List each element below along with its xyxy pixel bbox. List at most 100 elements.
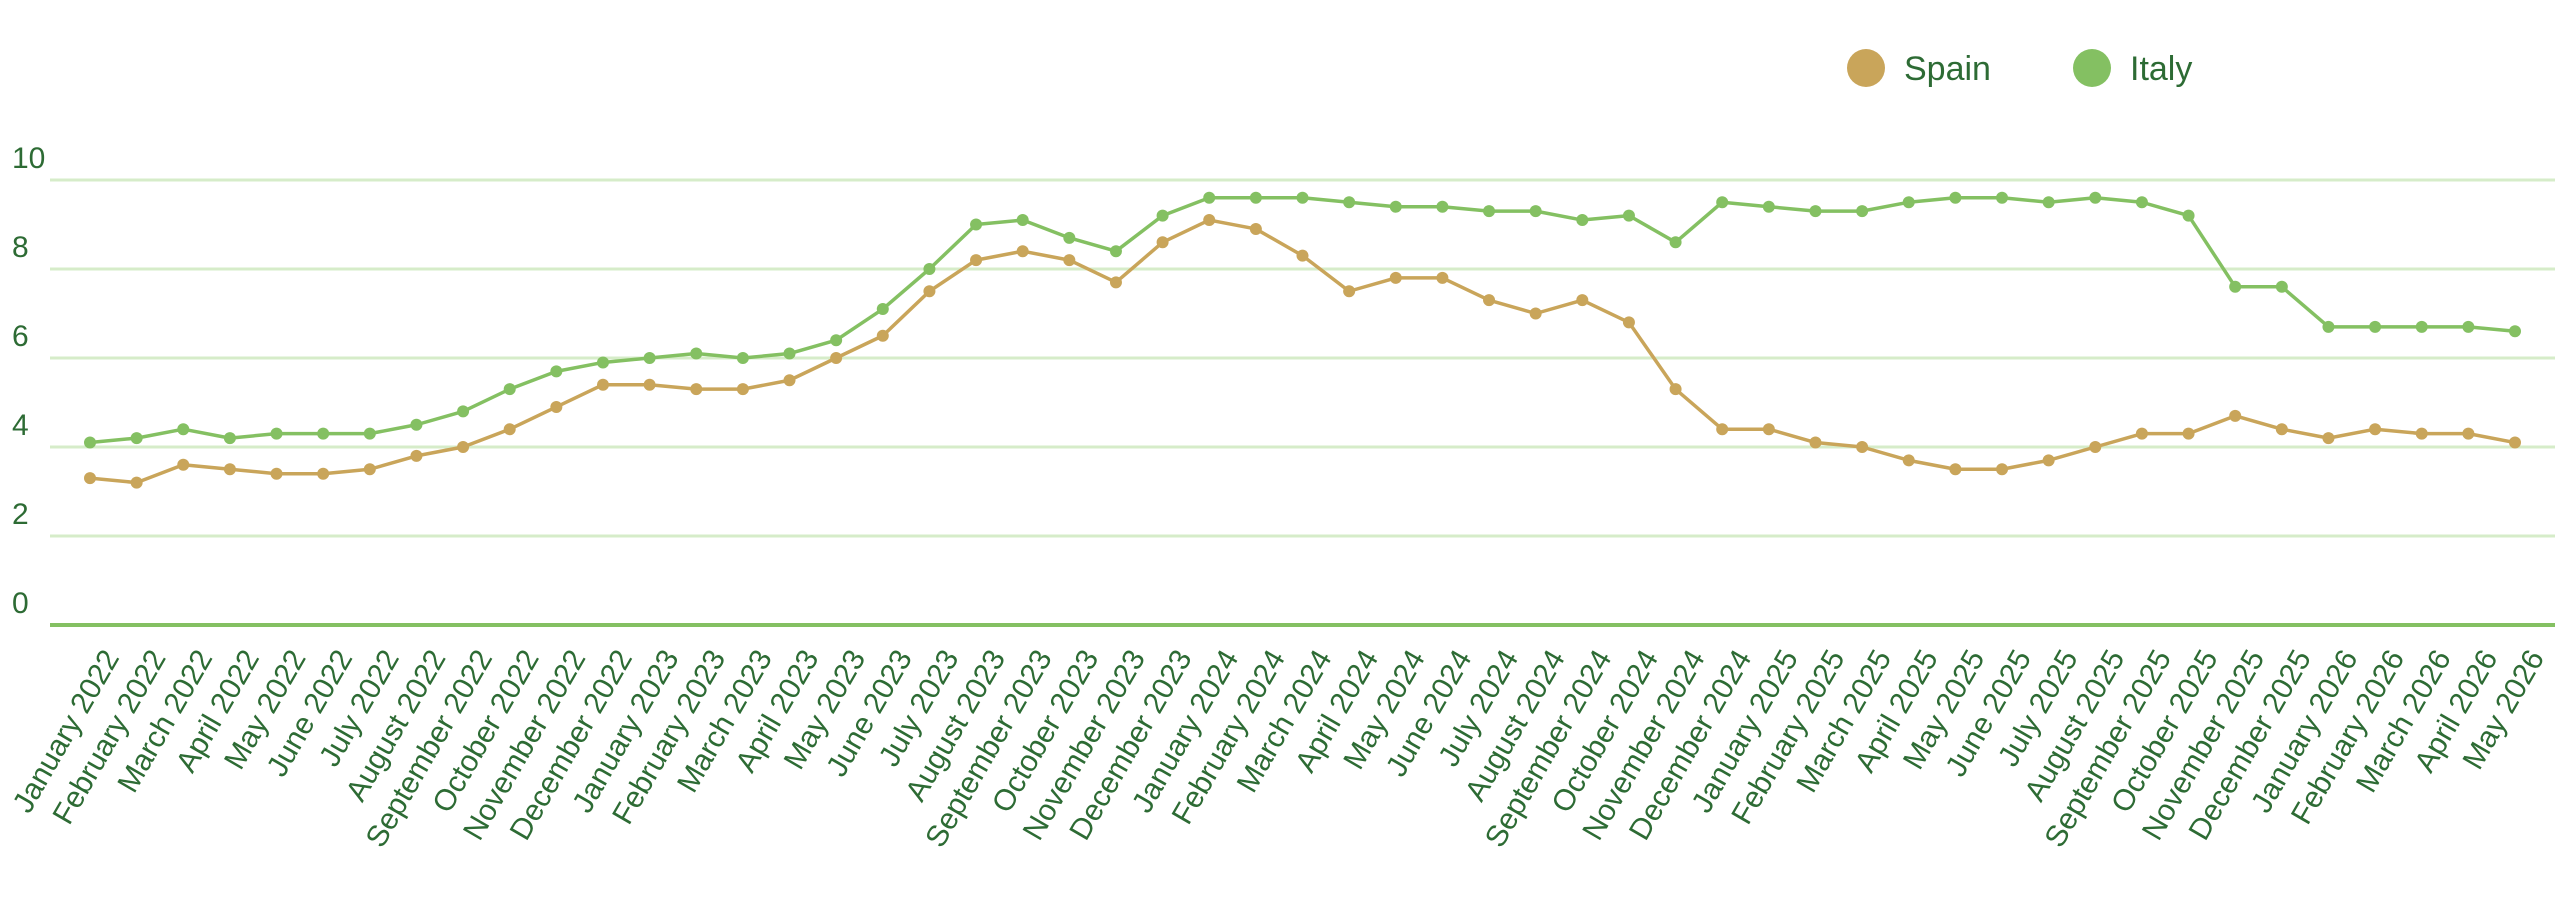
- y-tick-label: 0: [12, 587, 29, 620]
- data-point-italy: [2322, 320, 2335, 333]
- data-point-italy: [690, 347, 703, 360]
- data-point-italy: [783, 347, 796, 360]
- data-point-italy: [1809, 205, 1822, 218]
- data-point-spain: [270, 467, 283, 480]
- grid-lines: [50, 178, 2555, 538]
- y-tick-label: 2: [12, 498, 29, 531]
- y-axis-ticks: 0 2 4 6 8 10: [12, 142, 45, 620]
- data-point-spain: [503, 423, 516, 436]
- data-point-spain: [876, 329, 889, 342]
- data-point-italy: [1762, 200, 1775, 213]
- data-point-spain: [1483, 294, 1496, 307]
- data-point-spain: [1343, 285, 1356, 298]
- data-point-italy: [1343, 196, 1356, 209]
- data-point-italy: [1063, 231, 1076, 244]
- data-point-italy: [2509, 325, 2521, 338]
- data-point-spain: [923, 285, 936, 298]
- data-point-italy: [1576, 214, 1589, 227]
- data-point-spain: [830, 352, 843, 364]
- data-point-spain: [1109, 276, 1122, 289]
- data-point-spain: [223, 463, 236, 476]
- data-point-italy: [2042, 196, 2055, 209]
- data-point-italy: [550, 365, 563, 378]
- data-point-spain: [596, 378, 609, 391]
- data-point-italy: [970, 218, 983, 231]
- series-line-italy: [89, 196, 2516, 445]
- legend-item-spain: Spain: [1847, 49, 1991, 88]
- data-point-italy: [643, 352, 656, 364]
- data-point-spain: [1296, 249, 1309, 262]
- data-point-spain: [1576, 294, 1589, 307]
- data-point-spain: [1156, 236, 1169, 249]
- data-point-spain: [2369, 423, 2382, 436]
- data-point-italy: [1996, 191, 2009, 204]
- data-point-italy: [1902, 196, 1915, 209]
- data-point-spain: [410, 449, 423, 462]
- data-point-spain: [643, 378, 656, 391]
- y-tick-label: 6: [12, 320, 29, 353]
- data-point-spain: [2089, 441, 2102, 453]
- data-point-italy: [1856, 205, 1869, 218]
- data-point-italy: [1249, 191, 1262, 204]
- data-point-spain: [2462, 427, 2475, 440]
- data-point-spain: [363, 463, 376, 476]
- data-point-italy: [270, 427, 283, 440]
- data-point-spain: [970, 254, 983, 267]
- data-point-italy: [1016, 214, 1029, 227]
- data-point-italy: [2415, 320, 2428, 333]
- data-point-spain: [550, 400, 563, 413]
- data-point-italy: [923, 263, 936, 275]
- data-point-italy: [223, 432, 236, 445]
- legend-label: Italy: [2130, 50, 2192, 88]
- data-point-spain: [2415, 427, 2428, 440]
- legend-swatch: [1847, 49, 1885, 87]
- data-point-italy: [830, 334, 843, 347]
- data-point-spain: [1762, 423, 1775, 436]
- data-point-spain: [1902, 454, 1915, 467]
- data-point-spain: [2229, 409, 2242, 422]
- data-point-spain: [1622, 316, 1635, 329]
- data-point-italy: [1203, 191, 1216, 204]
- data-point-spain: [1249, 222, 1262, 235]
- data-point-italy: [736, 352, 749, 364]
- data-point-spain: [1529, 307, 1542, 320]
- data-point-italy: [1483, 205, 1496, 218]
- data-point-spain: [783, 374, 796, 387]
- data-point-italy: [1949, 191, 1962, 204]
- data-point-italy: [317, 427, 330, 440]
- data-point-spain: [1669, 383, 1682, 396]
- data-point-spain: [1203, 214, 1216, 227]
- data-point-italy: [2135, 196, 2148, 209]
- data-point-italy: [130, 432, 143, 445]
- data-point-italy: [2182, 209, 2195, 222]
- data-point-italy: [2229, 280, 2242, 293]
- data-point-spain: [1856, 441, 1869, 453]
- data-point-italy: [2089, 191, 2102, 204]
- legend-swatch: [2073, 49, 2111, 87]
- data-point-italy: [363, 427, 376, 440]
- data-point-italy: [2462, 320, 2475, 333]
- legend-item-italy: Italy: [2073, 49, 2192, 88]
- data-point-italy: [1296, 191, 1309, 204]
- data-point-italy: [1669, 236, 1682, 249]
- y-tick-label: 4: [12, 409, 29, 442]
- data-point-spain: [317, 467, 330, 480]
- data-point-italy: [1716, 196, 1729, 209]
- data-point-italy: [2275, 280, 2288, 293]
- data-point-spain: [736, 383, 749, 396]
- data-point-spain: [1716, 423, 1729, 436]
- data-point-italy: [1529, 205, 1542, 218]
- data-point-italy: [1436, 200, 1449, 213]
- data-point-italy: [503, 383, 516, 396]
- data-point-spain: [1389, 271, 1402, 284]
- data-point-spain: [1063, 254, 1076, 267]
- data-point-italy: [876, 303, 889, 316]
- data-point-spain: [2182, 427, 2195, 440]
- data-point-italy: [2369, 320, 2382, 333]
- data-point-spain: [1436, 271, 1449, 284]
- data-point-spain: [1016, 245, 1029, 258]
- data-point-italy: [1622, 209, 1635, 222]
- data-point-italy: [457, 405, 470, 418]
- series-spain: [84, 214, 2521, 489]
